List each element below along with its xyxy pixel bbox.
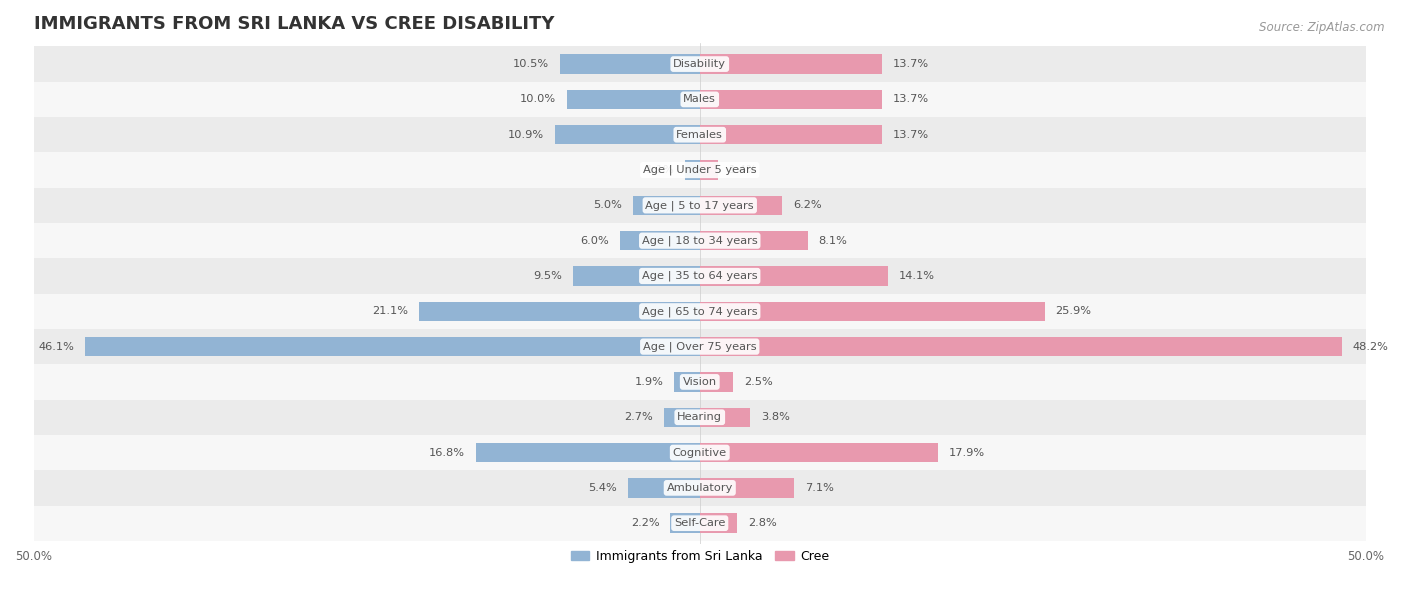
Text: 13.7%: 13.7% (893, 59, 929, 69)
Bar (671, 513, 700, 533)
Bar (34, 506, 1367, 541)
Text: 6.2%: 6.2% (793, 200, 821, 211)
Text: 3.8%: 3.8% (761, 412, 790, 422)
Text: Self-Care: Self-Care (673, 518, 725, 528)
Text: 9.5%: 9.5% (534, 271, 562, 281)
Bar (700, 302, 1045, 321)
Bar (700, 337, 1343, 356)
Bar (475, 443, 700, 462)
Bar (34, 329, 1367, 364)
Bar (34, 82, 1367, 117)
Text: 25.9%: 25.9% (1056, 306, 1091, 316)
Bar (574, 266, 700, 286)
Text: Age | 5 to 17 years: Age | 5 to 17 years (645, 200, 754, 211)
Text: 7.1%: 7.1% (806, 483, 834, 493)
Bar (567, 90, 700, 109)
Bar (34, 435, 1367, 470)
Bar (700, 54, 883, 74)
Bar (34, 364, 1367, 400)
Bar (700, 478, 794, 498)
Bar (700, 231, 807, 250)
Bar (34, 400, 1367, 435)
Bar (34, 470, 1367, 506)
Text: 2.5%: 2.5% (744, 377, 772, 387)
Bar (700, 443, 938, 462)
Text: Age | 35 to 64 years: Age | 35 to 64 years (643, 271, 758, 282)
Bar (700, 266, 887, 286)
Bar (34, 47, 1367, 82)
Bar (34, 188, 1367, 223)
Text: 10.0%: 10.0% (520, 94, 555, 105)
Text: 10.5%: 10.5% (513, 59, 550, 69)
Text: 46.1%: 46.1% (39, 341, 75, 352)
Text: Females: Females (676, 130, 723, 140)
Bar (86, 337, 700, 356)
Text: Hearing: Hearing (678, 412, 723, 422)
Text: Source: ZipAtlas.com: Source: ZipAtlas.com (1260, 21, 1385, 34)
Bar (34, 152, 1367, 188)
Bar (700, 90, 883, 109)
Text: IMMIGRANTS FROM SRI LANKA VS CREE DISABILITY: IMMIGRANTS FROM SRI LANKA VS CREE DISABI… (34, 15, 554, 33)
Bar (664, 408, 700, 427)
Text: 17.9%: 17.9% (949, 447, 986, 458)
Text: Cognitive: Cognitive (672, 447, 727, 458)
Bar (700, 513, 737, 533)
Text: 48.2%: 48.2% (1353, 341, 1389, 352)
Text: 5.4%: 5.4% (588, 483, 617, 493)
Text: 2.8%: 2.8% (748, 518, 776, 528)
Bar (620, 231, 700, 250)
Bar (700, 372, 733, 392)
Text: 13.7%: 13.7% (893, 130, 929, 140)
Text: Age | 18 to 34 years: Age | 18 to 34 years (643, 236, 758, 246)
Text: 6.0%: 6.0% (581, 236, 609, 245)
Text: 13.7%: 13.7% (893, 94, 929, 105)
Bar (675, 372, 700, 392)
Bar (419, 302, 700, 321)
Text: 2.7%: 2.7% (624, 412, 654, 422)
Text: Ambulatory: Ambulatory (666, 483, 733, 493)
Bar (34, 223, 1367, 258)
Text: Age | Under 5 years: Age | Under 5 years (643, 165, 756, 175)
Text: 21.1%: 21.1% (373, 306, 408, 316)
Text: 1.9%: 1.9% (636, 377, 664, 387)
Bar (700, 160, 718, 180)
Text: 1.1%: 1.1% (645, 165, 675, 175)
Bar (685, 160, 700, 180)
Bar (34, 117, 1367, 152)
Bar (633, 196, 700, 215)
Bar (560, 54, 700, 74)
Text: 8.1%: 8.1% (818, 236, 848, 245)
Text: Age | Over 75 years: Age | Over 75 years (643, 341, 756, 352)
Text: 1.4%: 1.4% (730, 165, 758, 175)
Text: 5.0%: 5.0% (593, 200, 623, 211)
Bar (700, 125, 883, 144)
Bar (554, 125, 700, 144)
Text: 14.1%: 14.1% (898, 271, 935, 281)
Text: Disability: Disability (673, 59, 727, 69)
Text: 2.2%: 2.2% (631, 518, 659, 528)
Text: 10.9%: 10.9% (508, 130, 544, 140)
Bar (700, 196, 782, 215)
Text: Males: Males (683, 94, 716, 105)
Text: Vision: Vision (683, 377, 717, 387)
Legend: Immigrants from Sri Lanka, Cree: Immigrants from Sri Lanka, Cree (565, 545, 834, 568)
Text: Age | 65 to 74 years: Age | 65 to 74 years (643, 306, 758, 316)
Text: 16.8%: 16.8% (429, 447, 465, 458)
Bar (700, 408, 751, 427)
Bar (34, 294, 1367, 329)
Bar (34, 258, 1367, 294)
Bar (628, 478, 700, 498)
